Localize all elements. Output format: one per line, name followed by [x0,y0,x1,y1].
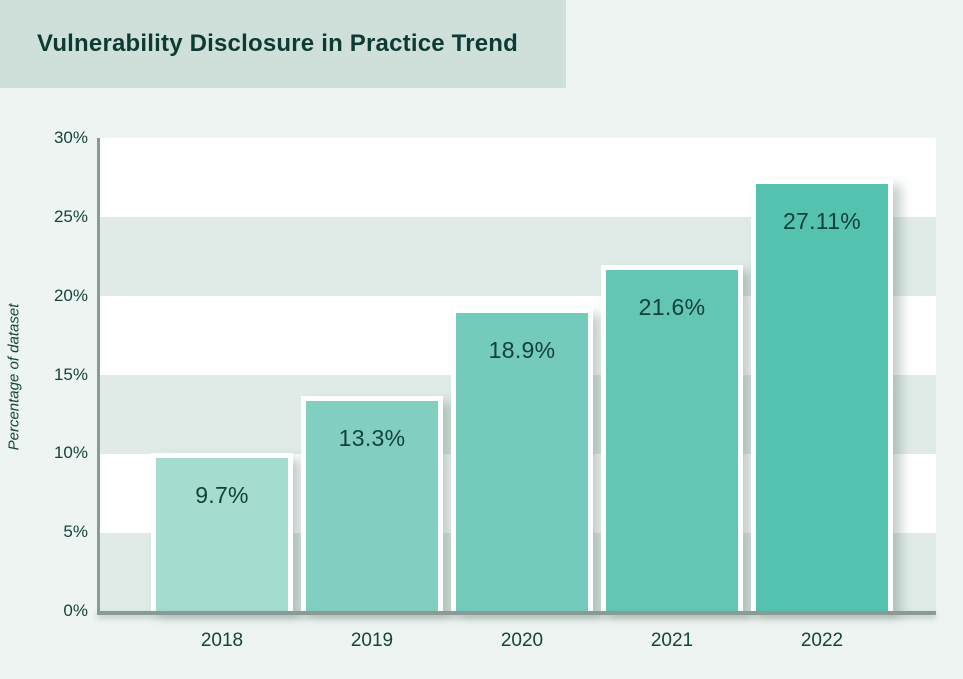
bar-value-label: 21.6% [638,294,706,320]
bar-2018: 9.7% [151,453,293,611]
x-tick-label: 2022 [800,630,844,651]
bar-value-label: 9.7% [195,482,249,508]
y-tick-label: 10% [53,443,88,463]
bar-2022: 27.11% [751,179,893,611]
bar-value-label: 13.3% [338,425,406,451]
y-axis-line [97,138,100,615]
bar-2020: 18.9% [451,308,593,611]
chart-title: Vulnerability Disclosure in Practice Tre… [37,30,519,57]
x-axis-line [97,611,936,615]
x-tick-label: 2021 [650,630,694,651]
bar-2019: 13.3% [301,396,443,611]
y-tick-label: 30% [53,128,88,147]
x-tick-label: 2020 [500,630,544,651]
y-tick-label: 0% [63,601,88,620]
x-tick-label: 2018 [200,630,244,651]
y-tick-label: 15% [53,364,88,384]
bar-value-label: 27.11% [782,208,862,234]
y-tick-label: 25% [53,206,88,226]
y-tick-label: 5% [63,522,88,542]
y-tick-label: 20% [53,285,88,305]
plot-area: 9.7% 13.3% 18.9% 21.6% 27.11% [100,138,936,611]
x-tick-label: 2019 [350,630,394,651]
title-banner: Vulnerability Disclosure in Practice Tre… [0,0,566,88]
bar-2021: 21.6% [601,265,743,611]
bar-value-label: 18.9% [488,337,556,363]
